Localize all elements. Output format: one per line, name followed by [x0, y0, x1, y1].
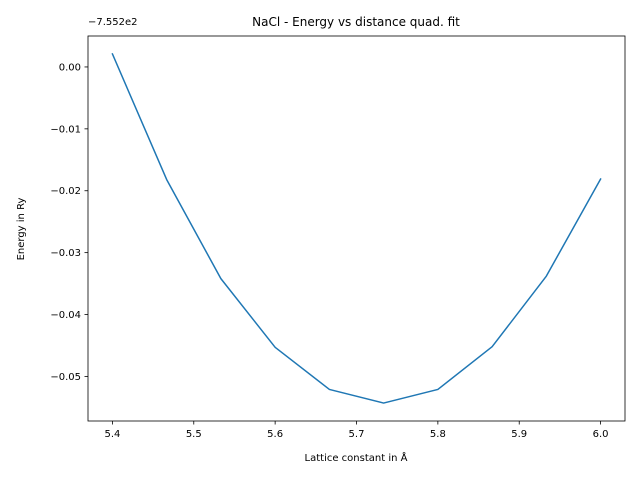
- x-tick-label: 5.5: [186, 429, 202, 440]
- x-tick-label: 5.7: [349, 429, 365, 440]
- x-tick-label: 6.0: [593, 429, 609, 440]
- x-tick-label: 5.8: [430, 429, 446, 440]
- x-tick-label: 5.9: [511, 429, 527, 440]
- y-tick-label: −0.03: [50, 248, 81, 259]
- x-axis-label: Lattice constant in Å: [305, 451, 408, 464]
- y-tick-label: −0.05: [50, 372, 81, 383]
- x-tick-label: 5.6: [267, 429, 283, 440]
- series-line-0: [111, 52, 602, 404]
- y-tick-label: −0.02: [50, 186, 81, 197]
- chart-title: NaCl - Energy vs distance quad. fit: [252, 15, 460, 29]
- y-tick-label: −0.01: [50, 124, 81, 135]
- y-offset-label: −7.552e2: [88, 17, 138, 28]
- y-axis-label: Energy in Ry: [16, 198, 27, 261]
- y-tick-label: −0.04: [50, 310, 81, 321]
- axes-frame: [87, 35, 626, 422]
- y-tick-label: 0.00: [59, 62, 81, 73]
- x-tick-label: 5.4: [104, 429, 120, 440]
- plot-area: 5.4 5.5 5.6 5.7 5.8 5.9 6.0 0.00 −0.01 −0.02 −0.03…: [50, 35, 626, 440]
